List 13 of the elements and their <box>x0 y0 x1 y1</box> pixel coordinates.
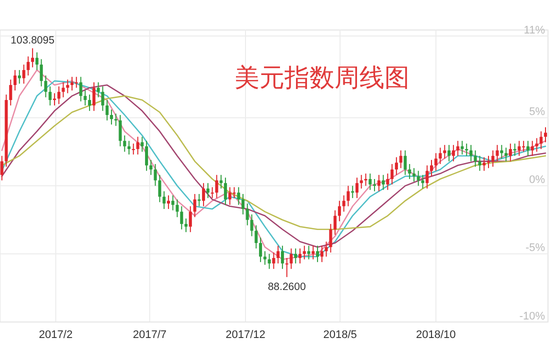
x-tick-label: 2017/7 <box>132 329 167 342</box>
x-tick-label: 2017/12 <box>226 329 266 342</box>
x-tick-label: 2018/10 <box>416 329 456 342</box>
y-tick-label: 11% <box>524 24 546 36</box>
y-tick-label: -10% <box>519 310 546 322</box>
text: 美元指数周线图 <box>234 64 410 92</box>
x-tick-label: 2017/2 <box>38 329 73 342</box>
x-tick-label: 2018/5 <box>323 329 357 342</box>
y-tick-label: -5% <box>525 242 546 254</box>
y-tick-label: 5% <box>529 106 546 118</box>
annotation: 88.2600 <box>268 281 306 294</box>
y-tick-label: 0% <box>529 174 546 186</box>
annotation: 103.8095 <box>10 34 55 46</box>
